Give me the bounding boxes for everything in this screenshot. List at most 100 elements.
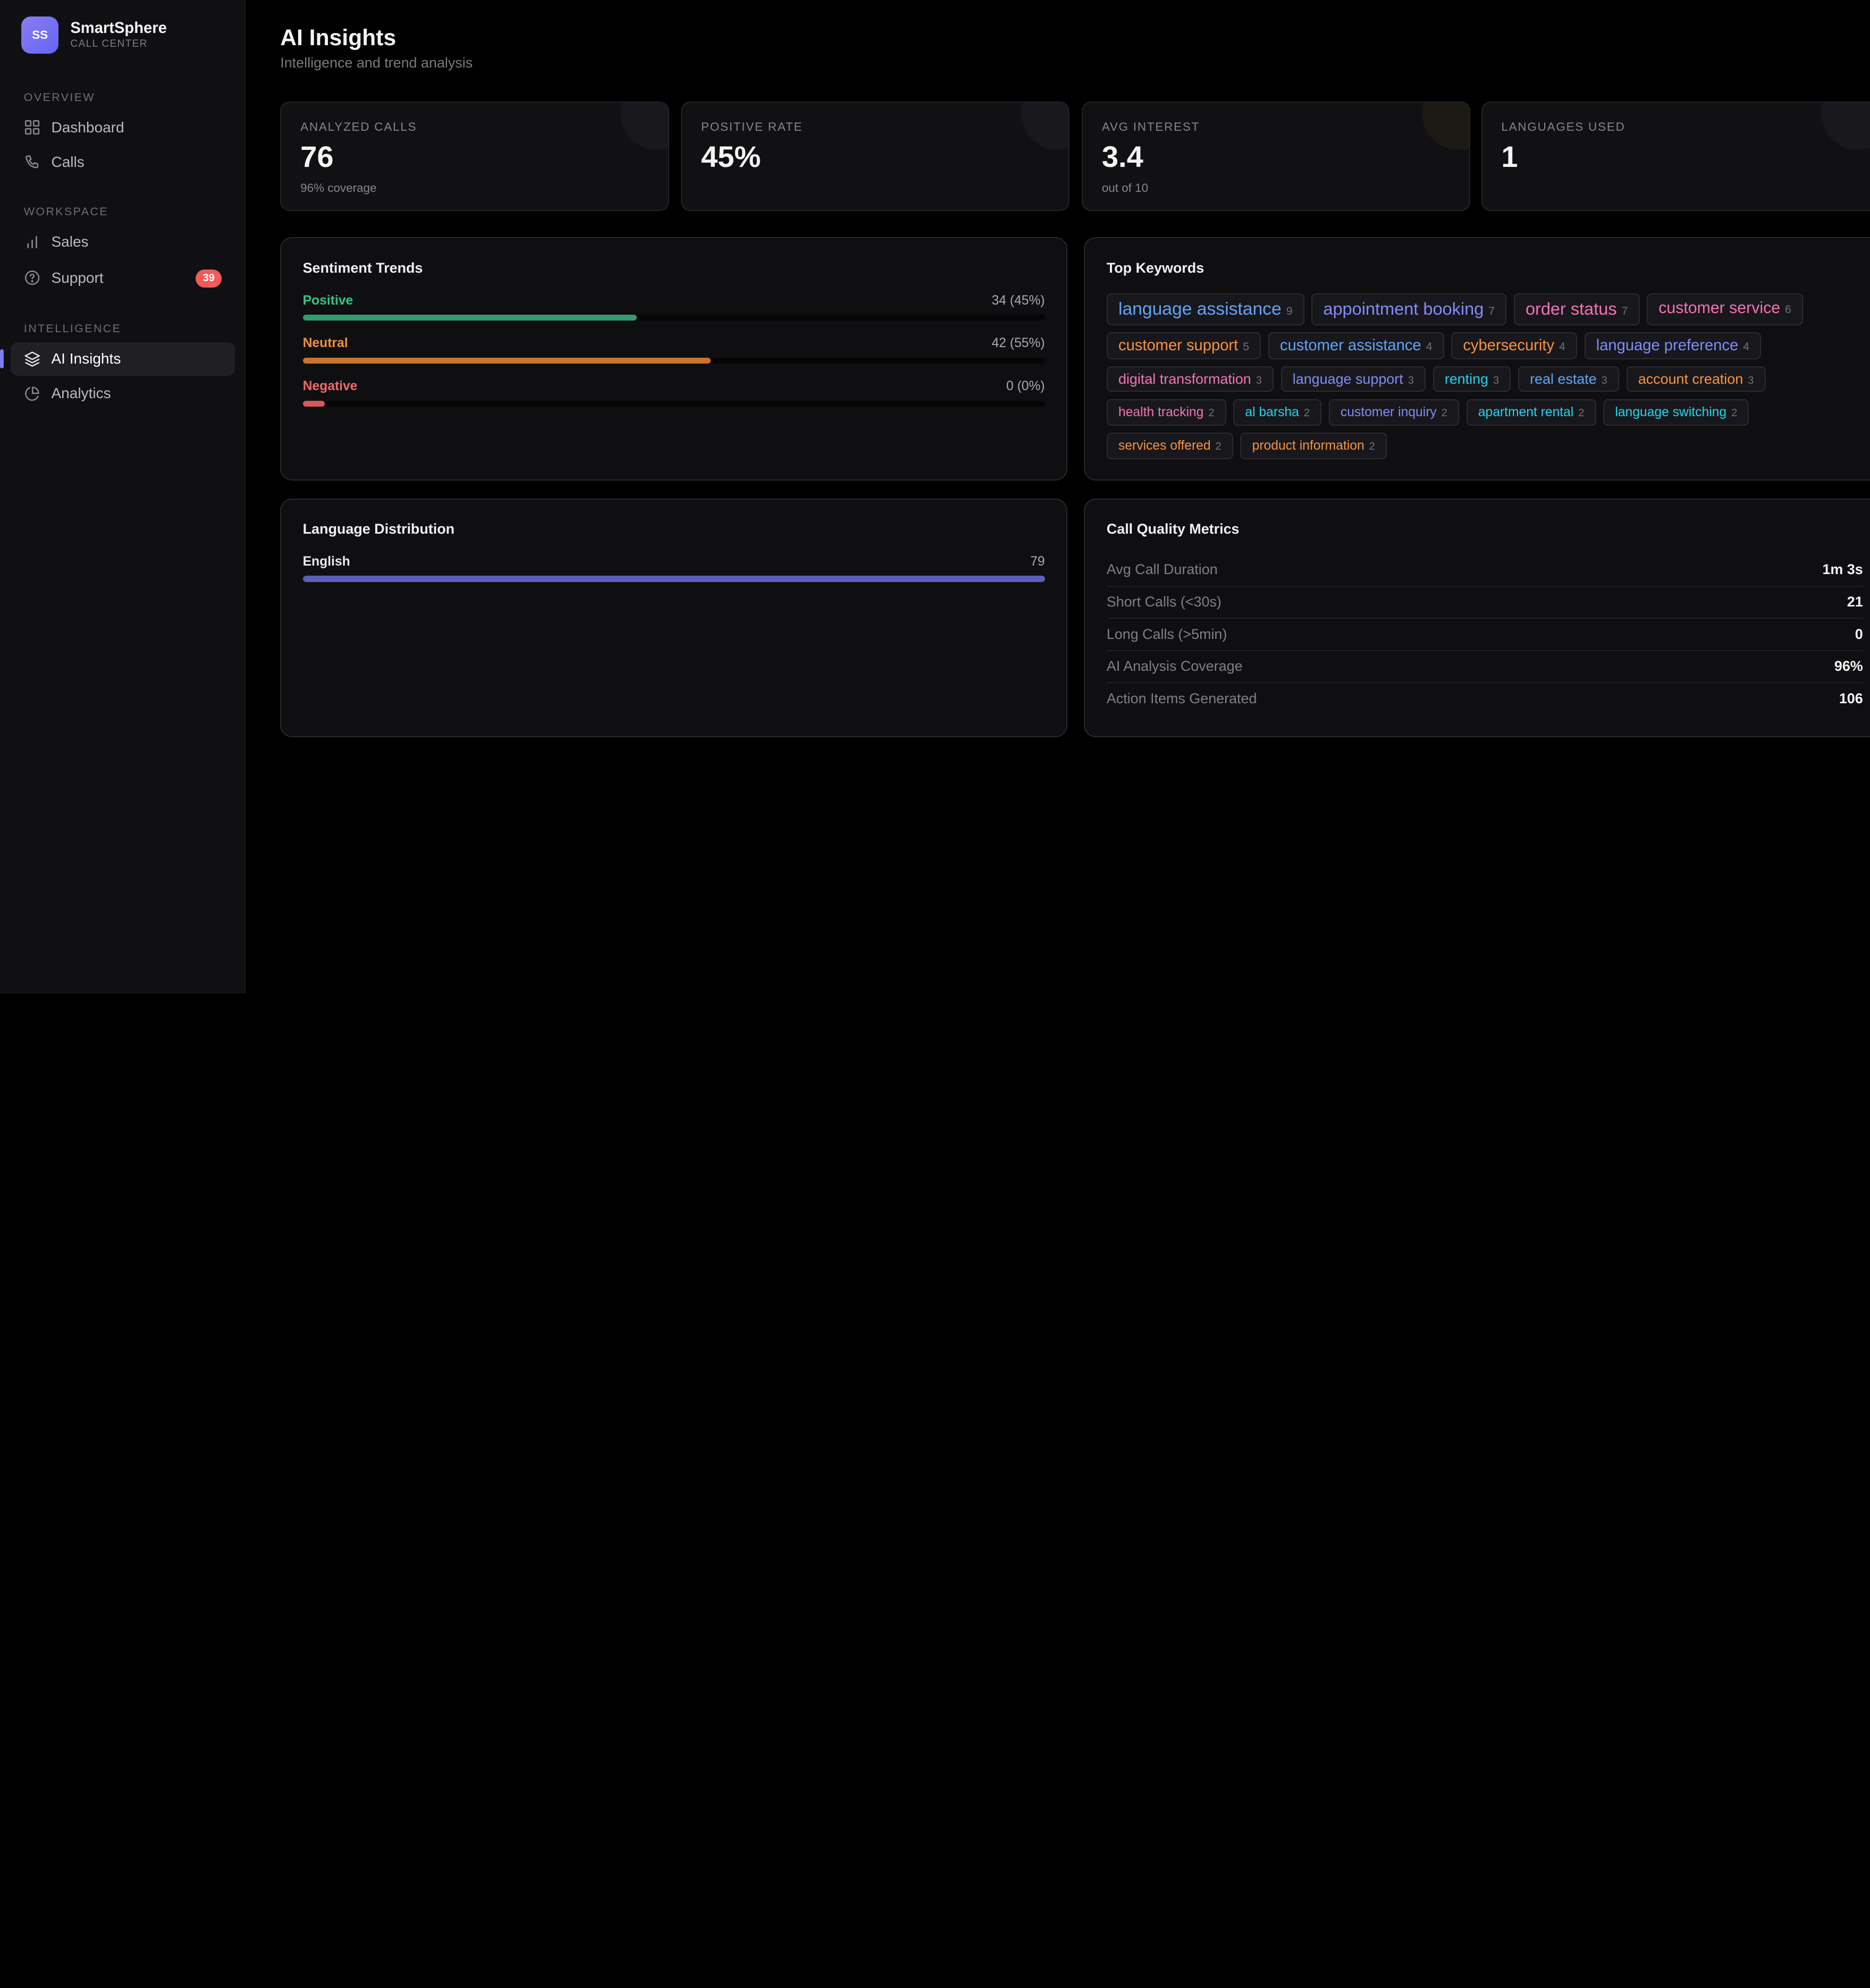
keyword-text: customer service xyxy=(1658,299,1781,317)
metric-label: Short Calls (<30s) xyxy=(1106,594,1222,610)
language-label: English xyxy=(302,554,350,569)
keyword-chip[interactable]: al barsha 2 xyxy=(1233,399,1322,426)
keyword-chip[interactable]: customer support 5 xyxy=(1106,332,1261,359)
keyword-text: language switching xyxy=(1615,405,1727,419)
progress-track xyxy=(302,315,1045,321)
keyword-count: 2 xyxy=(1441,407,1447,419)
keyword-count: 5 xyxy=(1243,340,1250,353)
keyword-chip[interactable]: renting 3 xyxy=(1433,366,1511,392)
card-decoration xyxy=(1021,102,1069,150)
metric-value: 1m 3s xyxy=(1822,561,1863,578)
card-decoration xyxy=(1421,102,1470,150)
keyword-count: 2 xyxy=(1731,407,1738,419)
keyword-text: apartment rental xyxy=(1478,405,1574,419)
top-keywords-panel: Top Keywords language assistance 9 appoint… xyxy=(1084,237,1870,481)
keyword-text: product information xyxy=(1252,439,1364,453)
sidebar-item-analytics[interactable]: Analytics xyxy=(11,377,235,410)
keyword-chip[interactable]: language assistance 9 xyxy=(1106,293,1304,325)
language-count: 79 xyxy=(1030,554,1045,569)
keyword-count: 4 xyxy=(1559,340,1565,353)
keyword-chip[interactable]: real estate 3 xyxy=(1518,366,1620,392)
metric-row: Avg Call Duration 1m 3s xyxy=(1106,554,1863,587)
progress-fill xyxy=(302,315,637,321)
stat-value: 3.4 xyxy=(1101,140,1143,174)
panel-title: Sentiment Trends xyxy=(302,259,423,276)
stat-value: 76 xyxy=(300,140,334,174)
language-row-english: English 79 xyxy=(302,554,1045,590)
sidebar-item-sales[interactable]: Sales xyxy=(11,225,235,259)
metric-label: AI Analysis Coverage xyxy=(1106,658,1243,675)
grid-icon xyxy=(24,119,40,136)
sidebar-item-label: Calls xyxy=(51,154,85,171)
keyword-text: language preference xyxy=(1596,336,1739,354)
stat-label: ANALYZED CALLS xyxy=(300,120,417,134)
keyword-chip[interactable]: language switching 2 xyxy=(1603,399,1749,426)
keyword-text: order status xyxy=(1525,299,1617,318)
keyword-chip[interactable]: digital transformation 3 xyxy=(1106,366,1274,392)
keyword-count: 2 xyxy=(1208,407,1215,419)
sidebar-item-dashboard[interactable]: Dashboard xyxy=(11,111,235,145)
nav-section-overview: OVERVIEW xyxy=(23,90,96,104)
panel-title: Call Quality Metrics xyxy=(1106,521,1240,537)
keyword-count: 3 xyxy=(1748,374,1754,386)
sidebar-item-calls[interactable]: Calls xyxy=(11,146,235,179)
keyword-text: customer support xyxy=(1118,336,1239,354)
keyword-chip[interactable]: account creation 3 xyxy=(1626,366,1766,392)
progress-track xyxy=(302,576,1045,582)
language-distribution-panel: Language Distribution English 79 xyxy=(280,498,1067,737)
app-root: SS SmartSphere CALL CENTER OVERVIEW Dash… xyxy=(0,0,1870,993)
metric-value: 21 xyxy=(1847,594,1863,610)
sentiment-row-positive: Positive 34 (45%) xyxy=(302,293,1045,329)
keyword-chip[interactable]: product information 2 xyxy=(1240,433,1387,460)
sidebar-item-support[interactable]: Support 39 xyxy=(11,261,235,294)
main-content: AI Insights Intelligence and trend analy… xyxy=(246,0,1870,993)
progress-fill xyxy=(302,576,1045,582)
keyword-chip[interactable]: apartment rental 2 xyxy=(1466,399,1596,426)
keyword-chip[interactable]: cybersecurity 4 xyxy=(1451,332,1578,359)
keyword-count: 4 xyxy=(1743,340,1750,353)
keyword-text: language assistance xyxy=(1118,299,1282,319)
keyword-count: 2 xyxy=(1369,441,1375,453)
keyword-text: customer assistance xyxy=(1279,336,1421,354)
keyword-cloud: language assistance 9 appointment booking 7… xyxy=(1106,293,1863,467)
metric-row: Short Calls (<30s) 21 xyxy=(1106,587,1863,619)
pie-chart-icon xyxy=(24,385,40,402)
sidebar-item-label: Dashboard xyxy=(51,119,124,136)
sidebar-item-ai-insights[interactable]: AI Insights xyxy=(0,342,235,376)
keyword-text: cybersecurity xyxy=(1463,336,1555,354)
keyword-text: language support xyxy=(1292,370,1403,387)
keyword-chip[interactable]: language preference 4 xyxy=(1584,332,1762,359)
support-count-badge: 39 xyxy=(195,269,222,288)
card-decoration xyxy=(620,102,668,150)
keyword-chip[interactable]: appointment booking 7 xyxy=(1311,293,1507,325)
keyword-text: account creation xyxy=(1638,370,1743,387)
keyword-chip[interactable]: customer inquiry 2 xyxy=(1328,399,1460,426)
stat-subtext: out of 10 xyxy=(1101,181,1149,195)
app-subtitle: CALL CENTER xyxy=(70,38,148,49)
metric-value: 96% xyxy=(1834,658,1863,675)
keyword-count: 9 xyxy=(1286,304,1293,317)
keyword-text: real estate xyxy=(1530,370,1597,387)
nav-section-workspace: WORKSPACE xyxy=(23,205,108,218)
progress-fill xyxy=(302,400,325,407)
keyword-chip[interactable]: order status 7 xyxy=(1513,293,1640,325)
keyword-chip[interactable]: services offered 2 xyxy=(1106,433,1233,460)
metric-row: AI Analysis Coverage 96% xyxy=(1106,651,1863,684)
page-title: AI Insights xyxy=(280,25,397,51)
keyword-text: appointment booking xyxy=(1323,299,1484,318)
keyword-chip[interactable]: customer assistance 4 xyxy=(1268,332,1444,359)
sentiment-row-negative: Negative 0 (0%) xyxy=(302,379,1045,415)
metric-label: Long Calls (>5min) xyxy=(1106,626,1227,642)
keyword-chip[interactable]: language support 3 xyxy=(1281,366,1426,392)
keyword-chip[interactable]: customer service 6 xyxy=(1647,293,1804,325)
sidebar-item-label: AI Insights xyxy=(51,350,121,367)
brand[interactable]: SS SmartSphere CALL CENTER xyxy=(21,16,167,54)
keyword-text: al barsha xyxy=(1245,405,1299,419)
metric-row: Long Calls (>5min) 0 xyxy=(1106,619,1863,651)
keyword-chip[interactable]: health tracking 2 xyxy=(1106,399,1226,426)
stat-label: LANGUAGES USED xyxy=(1501,120,1625,134)
phone-icon xyxy=(24,154,40,170)
keyword-text: digital transformation xyxy=(1118,370,1251,387)
progress-track xyxy=(302,357,1045,364)
sentiment-label: Neutral xyxy=(302,336,348,351)
